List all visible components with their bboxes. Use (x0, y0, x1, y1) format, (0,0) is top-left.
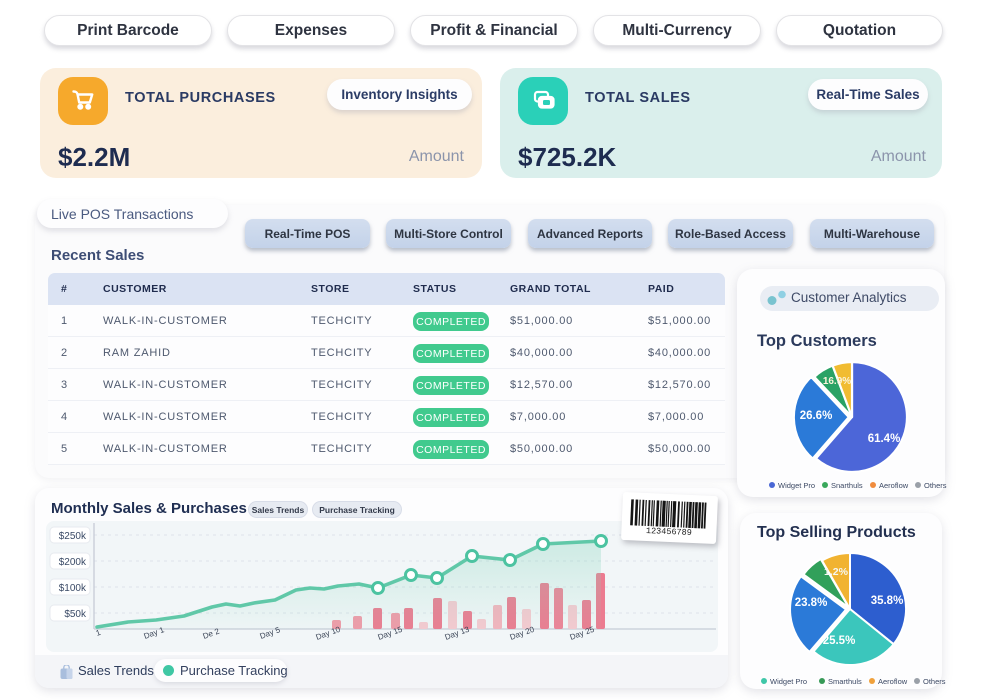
svg-text:25.5%: 25.5% (823, 635, 856, 647)
svg-text:61.4%: 61.4% (868, 433, 901, 445)
svg-text:1.2%: 1.2% (824, 566, 849, 578)
svg-text:$250k: $250k (59, 531, 87, 542)
svg-text:35.8%: 35.8% (871, 595, 904, 607)
svg-text:$50k: $50k (64, 609, 87, 620)
svg-text:26.6%: 26.6% (800, 410, 833, 422)
svg-text:1: 1 (95, 628, 103, 638)
svg-text:16.9%: 16.9% (823, 376, 851, 387)
svg-text:23.8%: 23.8% (795, 597, 828, 609)
svg-text:$100k: $100k (59, 583, 87, 594)
svg-text:$200k: $200k (59, 557, 87, 568)
